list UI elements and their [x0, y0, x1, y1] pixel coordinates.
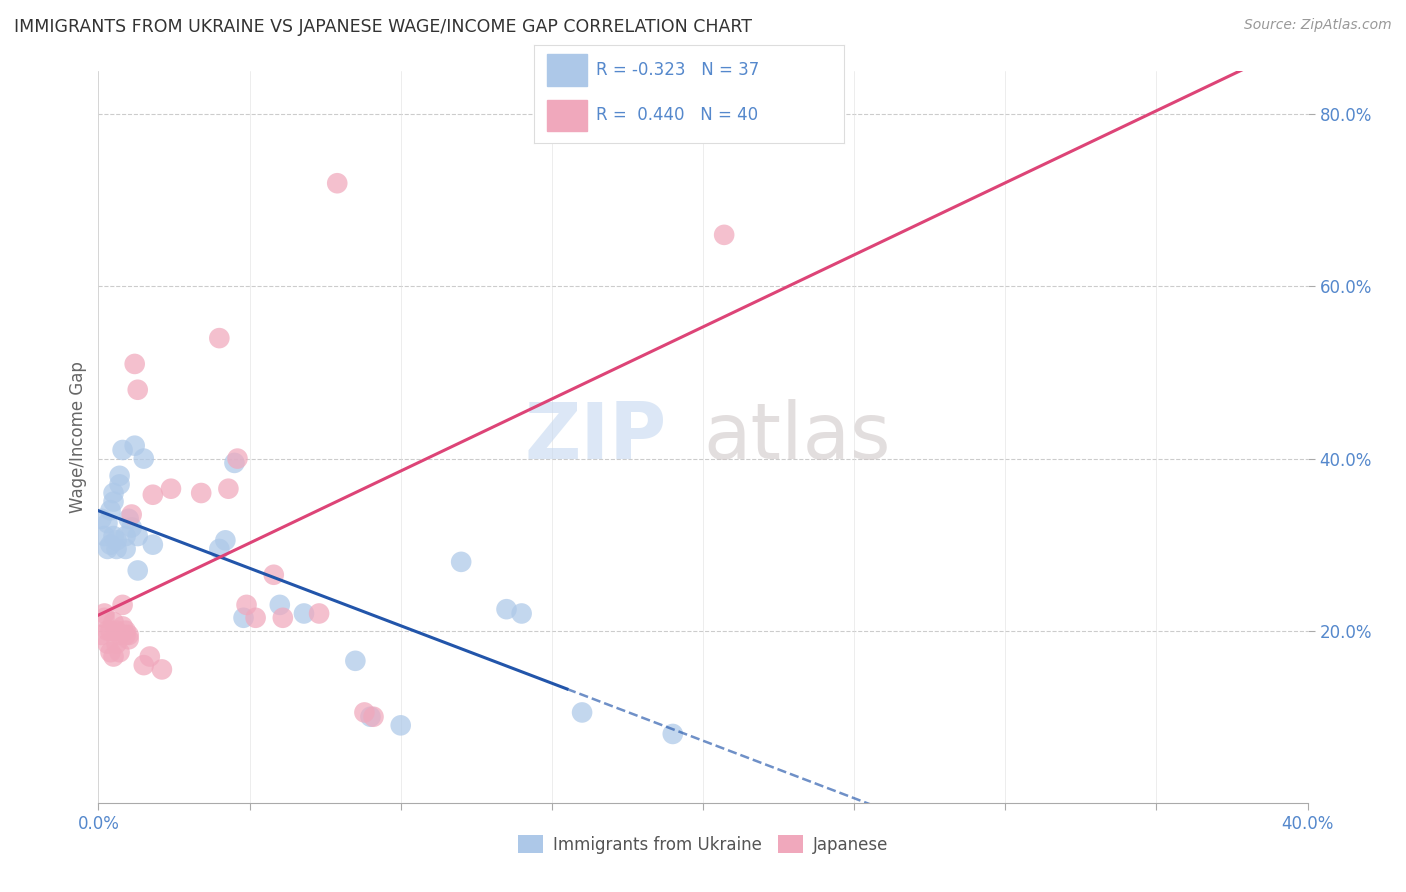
Point	[510, 607, 533, 621]
Point	[111, 619, 134, 633]
Bar	[547, 54, 586, 86]
Point	[121, 508, 143, 522]
Point	[114, 541, 136, 556]
Y-axis label: Wage/Income Gap: Wage/Income Gap	[69, 361, 87, 513]
Point	[132, 658, 155, 673]
Point	[353, 706, 375, 720]
Point	[114, 624, 136, 638]
Point	[224, 456, 246, 470]
Point	[108, 468, 131, 483]
Point	[127, 383, 149, 397]
Point	[100, 538, 122, 552]
Point	[232, 611, 254, 625]
Point	[245, 611, 267, 625]
Point	[132, 451, 155, 466]
Point	[93, 607, 115, 621]
Point	[108, 477, 131, 491]
Point	[93, 611, 115, 625]
Point	[103, 494, 125, 508]
Point	[214, 533, 236, 548]
Point	[118, 628, 141, 642]
Point	[100, 503, 122, 517]
Point	[103, 649, 125, 664]
Point	[118, 632, 141, 647]
Point	[226, 451, 249, 466]
Text: R =  0.440   N = 40: R = 0.440 N = 40	[596, 106, 758, 124]
Point	[118, 512, 141, 526]
Point	[208, 541, 231, 556]
Point	[90, 628, 112, 642]
Point	[100, 624, 122, 638]
Point	[90, 512, 112, 526]
Point	[142, 538, 165, 552]
Text: IMMIGRANTS FROM UKRAINE VS JAPANESE WAGE/INCOME GAP CORRELATION CHART: IMMIGRANTS FROM UKRAINE VS JAPANESE WAGE…	[14, 18, 752, 36]
Point	[389, 718, 412, 732]
Point	[121, 520, 143, 534]
Point	[114, 628, 136, 642]
Point	[114, 529, 136, 543]
Point	[713, 227, 735, 242]
Point	[127, 564, 149, 578]
Point	[235, 598, 257, 612]
Point	[495, 602, 517, 616]
Point	[271, 611, 294, 625]
Point	[96, 624, 118, 638]
Point	[308, 607, 330, 621]
Point	[344, 654, 367, 668]
Point	[103, 615, 125, 629]
Point	[142, 488, 165, 502]
Point	[108, 628, 131, 642]
Point	[263, 567, 285, 582]
Text: Source: ZipAtlas.com: Source: ZipAtlas.com	[1244, 18, 1392, 32]
Point	[571, 706, 593, 720]
Point	[124, 439, 146, 453]
Text: atlas: atlas	[703, 399, 890, 475]
Point	[96, 541, 118, 556]
Point	[326, 176, 349, 190]
Point	[127, 529, 149, 543]
Point	[93, 529, 115, 543]
Bar	[547, 100, 586, 131]
Point	[96, 516, 118, 530]
Point	[217, 482, 239, 496]
Point	[105, 533, 128, 548]
Point	[111, 598, 134, 612]
Text: ZIP: ZIP	[524, 399, 666, 475]
Legend: Immigrants from Ukraine, Japanese: Immigrants from Ukraine, Japanese	[510, 829, 896, 860]
Point	[190, 486, 212, 500]
Point	[360, 710, 382, 724]
Point	[661, 727, 683, 741]
Point	[450, 555, 472, 569]
Point	[208, 331, 231, 345]
Point	[124, 357, 146, 371]
Point	[105, 637, 128, 651]
Text: R = -0.323   N = 37: R = -0.323 N = 37	[596, 61, 759, 78]
Point	[105, 541, 128, 556]
Point	[105, 624, 128, 638]
Point	[363, 710, 385, 724]
Point	[103, 529, 125, 543]
Point	[269, 598, 291, 612]
Point	[108, 645, 131, 659]
Point	[150, 662, 173, 676]
Point	[103, 486, 125, 500]
Point	[160, 482, 183, 496]
Point	[139, 649, 162, 664]
Point	[100, 645, 122, 659]
Point	[292, 607, 315, 621]
Point	[111, 442, 134, 457]
Point	[96, 637, 118, 651]
